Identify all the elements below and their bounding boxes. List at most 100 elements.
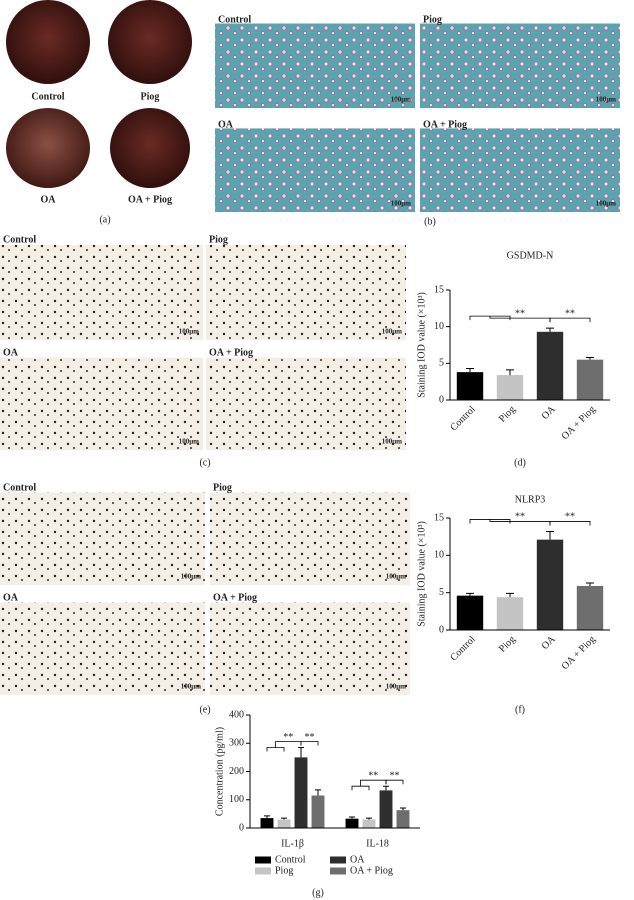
micrograph — [0, 590, 205, 695]
sig-label: ** — [565, 512, 575, 523]
x-tick-label: Piog — [497, 404, 518, 425]
panel-label: Control — [3, 234, 36, 245]
panel-label: OA + Piog — [209, 347, 253, 358]
x-tick-label: Piog — [497, 634, 518, 655]
y-axis-label: Staining IOD value (×10³) — [416, 521, 427, 627]
label: Piog — [141, 91, 160, 102]
sig-label: ** — [368, 770, 378, 781]
micrograph-top — [206, 232, 406, 245]
micrograph-top — [210, 590, 410, 603]
sig-bracket — [266, 741, 302, 752]
panel-label: Piog — [209, 234, 228, 245]
legend-swatch — [330, 867, 346, 875]
bar — [536, 331, 564, 400]
bar — [260, 818, 274, 828]
micrograph — [210, 480, 410, 585]
bar — [362, 819, 376, 828]
micrograph-top — [420, 117, 620, 129]
sig-bracket — [351, 779, 387, 791]
error-bar — [383, 785, 389, 791]
x-tick-label: IL-18 — [366, 838, 389, 849]
micrograph-top — [0, 480, 205, 493]
error-bar — [366, 817, 372, 820]
y-tick-label: 10 — [434, 321, 444, 332]
legend-swatch — [255, 867, 271, 875]
micrograph — [215, 117, 415, 212]
chart-title: GSDMD-N — [507, 250, 554, 261]
sig-label: ** — [390, 770, 400, 781]
micrograph — [206, 345, 406, 450]
scale-bar: 100μm — [386, 683, 406, 691]
micrograph-top — [206, 345, 406, 358]
scale-bar: 100μm — [181, 573, 201, 581]
x-tick-label: OA + Piog — [560, 634, 598, 672]
bar — [496, 597, 524, 630]
micrograph-top — [215, 117, 415, 129]
y-tick-label: 400 — [229, 709, 244, 720]
chart-title: NLRP3 — [515, 494, 546, 505]
error-bar — [506, 369, 514, 376]
scale-bar: 100μm — [179, 328, 199, 336]
panel-label: OA + Piog — [423, 119, 467, 130]
x-tick-label: OA — [540, 403, 559, 422]
bar — [496, 375, 524, 400]
micrograph — [215, 12, 415, 108]
y-tick-label: 0 — [439, 624, 444, 635]
bar — [536, 539, 564, 630]
y-tick-label: 10 — [434, 550, 444, 561]
micrograph-top — [0, 232, 203, 245]
micrograph — [420, 117, 620, 212]
scale-bar: 100μm — [382, 328, 402, 336]
error-bar — [546, 530, 554, 540]
scale-bar: 100μm — [391, 200, 411, 208]
y-tick-label: 15 — [434, 512, 444, 523]
micrograph — [210, 590, 410, 695]
photo — [110, 108, 190, 188]
error-bar — [586, 582, 594, 586]
legend-swatch — [330, 856, 346, 864]
error-bar — [400, 807, 406, 811]
sig-bracket — [300, 741, 319, 746]
x-tick-label: IL-1β — [281, 838, 304, 849]
bar — [379, 790, 393, 828]
bar — [456, 595, 484, 630]
sig-label: ** — [283, 732, 293, 743]
legend-swatch — [255, 856, 271, 864]
x-tick-label: Control — [448, 634, 478, 664]
error-bar — [466, 367, 474, 373]
scale-bar: 100μm — [596, 200, 616, 208]
panel-label: OA + Piog — [213, 592, 257, 603]
legend-label: OA — [350, 854, 365, 865]
bar — [294, 757, 308, 828]
x-tick-label: Control — [448, 404, 478, 434]
micrograph-top — [0, 345, 203, 358]
scale-bar: 100μm — [391, 96, 411, 104]
y-tick-label: 300 — [229, 738, 244, 749]
bar — [576, 585, 604, 630]
legend-label: OA + Piog — [350, 865, 393, 876]
photo — [6, 0, 90, 84]
error-bar — [506, 592, 514, 598]
sig-label: ** — [515, 512, 525, 523]
y-tick-label: 0 — [439, 394, 444, 405]
y-tick-label: 5 — [439, 587, 444, 598]
error-bar — [315, 789, 321, 796]
micrograph-top — [210, 480, 410, 493]
sig-label: ** — [565, 308, 575, 319]
y-tick-label: 15 — [434, 284, 444, 295]
panel-label: Piog — [423, 14, 442, 25]
scale-bar: 100μm — [179, 438, 199, 446]
bar — [345, 818, 359, 828]
bar — [277, 819, 291, 828]
bar — [311, 795, 325, 828]
y-tick-label: 0 — [239, 822, 244, 833]
y-tick-label: 5 — [439, 358, 444, 369]
sig-label: ** — [515, 308, 525, 319]
bar — [396, 810, 410, 828]
micrograph-top — [0, 590, 205, 603]
legend-label: Control — [275, 854, 306, 865]
micrograph-top — [420, 12, 620, 24]
scale-bar: 100μm — [386, 573, 406, 581]
label: Control — [31, 91, 64, 102]
